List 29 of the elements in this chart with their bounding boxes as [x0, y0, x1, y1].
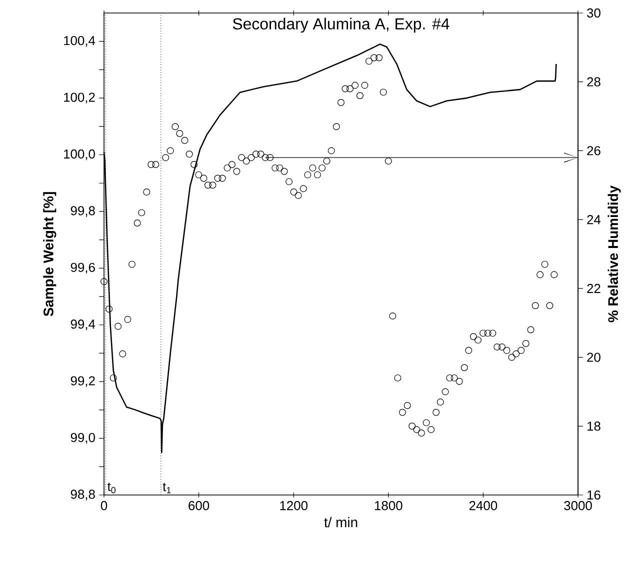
y-tick-label: 99,0 [70, 432, 95, 444]
y2-tick-label: 30 [587, 8, 600, 18]
y2-tick-label: 24 [587, 215, 601, 224]
y2-tick-label: 26 [587, 146, 600, 156]
y-axis-title: Sample Weight [%] [43, 192, 56, 316]
y-tick-label: 98,8 [70, 490, 95, 500]
y2-tick-label: 20 [587, 352, 600, 362]
y-tick-label: 100,4 [64, 36, 96, 47]
x-tick-label: 2400 [469, 501, 498, 510]
x-tick-label: 1800 [374, 501, 402, 510]
y-tick-label: 100,2 [64, 92, 95, 104]
y-tick-label: 100,0 [64, 149, 95, 160]
y-tick-label: 99,6 [70, 262, 95, 274]
y-tick-label: 99,2 [70, 376, 95, 387]
y2-tick-label: 22 [587, 284, 600, 293]
x-tick-label: 0 [100, 501, 108, 510]
x-tick-label: 600 [188, 501, 210, 510]
y2-axis-title: % Relative Humididy [608, 185, 621, 322]
ref-line-label: t$_{0}$ [107, 482, 116, 494]
x-tick-label: 1200 [280, 501, 308, 510]
ref-line-label: t$_{1}$ [162, 482, 171, 494]
y-tick-label: 99,4 [70, 320, 96, 330]
y2-tick-label: 28 [587, 77, 600, 86]
x-axis-title: t/ min [324, 517, 358, 528]
chart-title: Secondary Alumina A, Exp. #4 [232, 18, 450, 33]
y2-tick-label: 18 [588, 422, 600, 431]
y2-tick-label: 16 [588, 490, 600, 500]
x-tick-label: 3000 [564, 501, 592, 510]
y-tick-label: 99,8 [70, 206, 95, 217]
